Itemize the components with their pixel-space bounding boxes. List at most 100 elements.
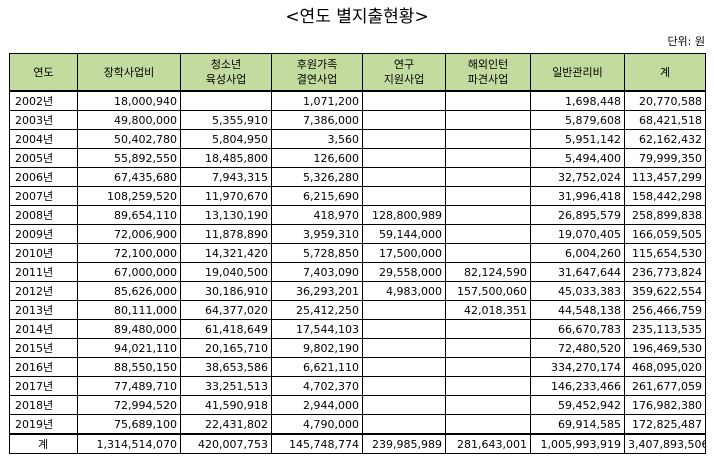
col-header-youth: 청소년 육성사업 [180, 53, 272, 92]
cell-youth: 5,804,950 [180, 129, 272, 149]
cell-admin: 31,996,418 [530, 186, 625, 206]
cell-total: 176,982,380 [624, 395, 706, 415]
cell-research [362, 300, 446, 320]
cell-research [362, 414, 446, 435]
cell-sponsor: 126,600 [271, 148, 363, 168]
table-row: 2017년 77,489,710 33,251,513 4,702,370 146,23… [9, 376, 706, 396]
cell-admin: 31,647,644 [530, 262, 625, 282]
cell-year: 2011년 [9, 262, 78, 282]
cell-research: 4,983,000 [362, 281, 446, 301]
cell-admin: 5,879,608 [530, 110, 625, 130]
cell-sponsor: 3,959,310 [271, 224, 363, 244]
cell-sponsor: 17,544,103 [271, 319, 363, 339]
cell-youth: 22,431,802 [180, 414, 272, 435]
cell-youth: 30,186,910 [180, 281, 272, 301]
cell-research [362, 395, 446, 415]
cell-youth: 38,653,586 [180, 357, 272, 377]
cell-scholarship: 72,100,000 [77, 243, 181, 263]
cell-sponsor: 5,326,280 [271, 167, 363, 187]
cell-youth [180, 90, 272, 111]
cell-total: 158,442,298 [624, 186, 706, 206]
cell-total: 166,059,505 [624, 224, 706, 244]
cell-total: 115,654,530 [624, 243, 706, 263]
col-header-year: 연도 [9, 53, 78, 92]
cell-research [362, 319, 446, 339]
total-cell-year: 계 [9, 433, 78, 454]
cell-scholarship: 18,000,940 [77, 90, 181, 111]
cell-youth: 20,165,710 [180, 338, 272, 358]
cell-sponsor: 4,790,000 [271, 414, 363, 435]
cell-year: 2012년 [9, 281, 78, 301]
cell-research [362, 338, 446, 358]
table-row: 2009년 72,006,900 11,878,890 3,959,310 59,144… [9, 224, 706, 244]
cell-year: 2007년 [9, 186, 78, 206]
cell-sponsor: 6,215,690 [271, 186, 363, 206]
table-row: 2014년 89,480,000 61,418,649 17,544,103 66,67… [9, 319, 706, 339]
cell-admin: 5,951,142 [530, 129, 625, 149]
cell-admin: 334,270,174 [530, 357, 625, 377]
cell-sponsor: 2,944,000 [271, 395, 363, 415]
cell-research [362, 167, 446, 187]
cell-youth: 7,943,315 [180, 167, 272, 187]
cell-research [362, 110, 446, 130]
cell-youth: 41,590,918 [180, 395, 272, 415]
cell-intern [445, 205, 531, 225]
cell-year: 2002년 [9, 90, 78, 111]
table-row: 2003년 49,800,000 5,355,910 7,386,000 5,879,6… [9, 110, 706, 130]
table-row: 2002년 18,000,940 1,071,200 1,698,448 20,770,… [9, 90, 706, 111]
cell-admin: 32,752,024 [530, 167, 625, 187]
cell-research [362, 129, 446, 149]
table-row: 2010년 72,100,000 14,321,420 5,728,850 17,500… [9, 243, 706, 263]
cell-year: 2009년 [9, 224, 78, 244]
cell-admin: 1,698,448 [530, 90, 625, 111]
cell-scholarship: 72,006,900 [77, 224, 181, 244]
cell-year: 2008년 [9, 205, 78, 225]
cell-intern [445, 414, 531, 435]
cell-admin: 66,670,783 [530, 319, 625, 339]
cell-sponsor: 9,802,190 [271, 338, 363, 358]
total-cell-intern: 281,643,001 [445, 433, 531, 454]
table-row: 2015년 94,021,110 20,165,710 9,802,190 72,480… [9, 338, 706, 358]
col-header-intern: 해외인턴 파견사업 [445, 53, 531, 92]
cell-intern [445, 110, 531, 130]
cell-year: 2005년 [9, 148, 78, 168]
col-header-sponsor: 후원가족 결연사업 [271, 53, 363, 92]
table-row: 2007년 108,259,520 11,970,670 6,215,690 31,99… [9, 186, 706, 206]
table-row: 2004년 50,402,780 5,804,950 3,560 5,951,142 62… [9, 129, 706, 149]
cell-intern: 82,124,590 [445, 262, 531, 282]
cell-admin: 19,070,405 [530, 224, 625, 244]
total-cell-sponsor: 145,748,774 [271, 433, 363, 454]
table-body: 2002년 18,000,940 1,071,200 1,698,448 20,770,… [9, 90, 706, 454]
header-row: 연도 장학사업비 청소년 육성사업 후원가족 결연사업 연구 지원사업 해외인턴 파견사… [9, 53, 706, 92]
cell-total: 258,899,838 [624, 205, 706, 225]
table-row: 2018년 72,994,520 41,590,918 2,944,000 59,452… [9, 395, 706, 415]
expenditure-table: 연도 장학사업비 청소년 육성사업 후원가족 결연사업 연구 지원사업 해외인턴 파견사… [9, 53, 706, 454]
cell-youth: 64,377,020 [180, 300, 272, 320]
cell-sponsor: 7,386,000 [271, 110, 363, 130]
cell-scholarship: 89,480,000 [77, 319, 181, 339]
cell-scholarship: 80,111,000 [77, 300, 181, 320]
total-cell-total: 3,407,893,506 [624, 433, 706, 454]
cell-sponsor: 3,560 [271, 129, 363, 149]
cell-year: 2006년 [9, 167, 78, 187]
cell-total: 256,466,759 [624, 300, 706, 320]
table-row: 2005년 55,892,550 18,485,800 126,600 5,494,40… [9, 148, 706, 168]
cell-total: 235,113,535 [624, 319, 706, 339]
cell-scholarship: 72,994,520 [77, 395, 181, 415]
cell-intern: 42,018,351 [445, 300, 531, 320]
cell-youth: 11,970,670 [180, 186, 272, 206]
cell-admin: 45,033,383 [530, 281, 625, 301]
cell-intern [445, 243, 531, 263]
cell-intern [445, 376, 531, 396]
cell-sponsor: 5,728,850 [271, 243, 363, 263]
cell-youth: 11,878,890 [180, 224, 272, 244]
cell-scholarship: 50,402,780 [77, 129, 181, 149]
cell-year: 2017년 [9, 376, 78, 396]
cell-scholarship: 67,000,000 [77, 262, 181, 282]
cell-sponsor: 1,071,200 [271, 90, 363, 111]
cell-research [362, 90, 446, 111]
total-cell-admin: 1,005,993,919 [530, 433, 625, 454]
cell-admin: 59,452,942 [530, 395, 625, 415]
cell-total: 359,622,554 [624, 281, 706, 301]
cell-year: 2014년 [9, 319, 78, 339]
